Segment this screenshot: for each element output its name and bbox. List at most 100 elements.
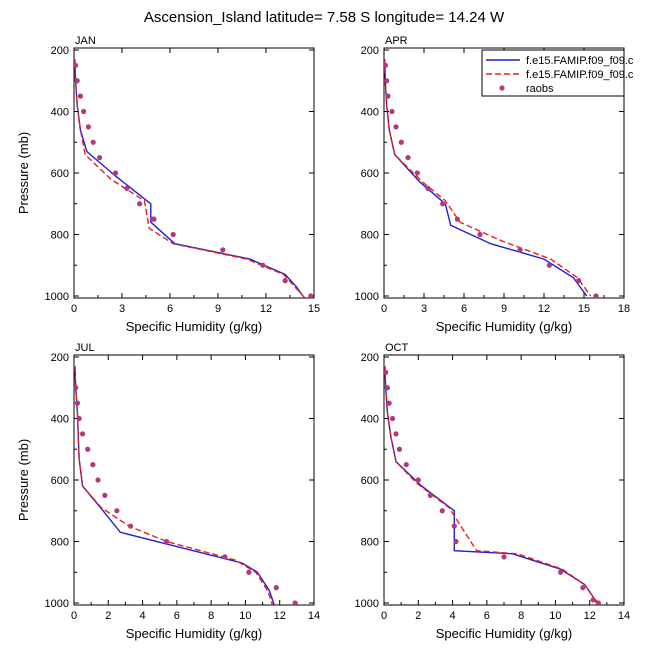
y-tick-label: 200 [51,45,69,57]
obs-point [114,508,120,514]
x-tick-label: 18 [618,303,630,315]
y-tick-label: 800 [51,230,69,242]
obs-point [113,170,119,176]
series-group [384,366,601,605]
obs-point [454,216,460,222]
chart-panel-oct: OCT 0 2 4 6 8 10 12 14 200 400 600 800 1000 Specific H… [355,342,631,641]
x-tick-label: 3 [119,303,125,315]
x-tick-label: 8 [518,610,524,622]
legend-label: raobs [526,83,554,95]
model1-line [74,366,275,605]
x-tick-label: 14 [308,610,320,622]
x-tick-label: 15 [308,303,320,315]
obs-point [85,124,91,130]
obs-point [81,108,87,115]
obs-point [308,293,314,298]
obs-point [273,585,279,591]
y-tick-label: 400 [51,107,69,119]
legend-label: f.e15.FAMIP.f09_f09.c [526,69,634,81]
obs-point [137,201,143,207]
y-tick-label: 200 [51,352,69,364]
obs-point [384,385,391,391]
x-tick-label: 6 [167,303,173,315]
y-axis-title: Pressure (mb) [16,132,31,214]
x-tick-label: 0 [71,610,77,622]
obs-point [90,462,96,468]
x-tick-label: 0 [381,303,387,315]
obs-point [74,400,81,406]
obs-point [517,247,523,253]
obs-point [76,415,82,422]
panel-label: APR [385,35,408,47]
model2-line [74,59,306,298]
obs-point [385,93,391,99]
x-tick-label: 12 [538,303,550,315]
obs-point [439,508,445,514]
y-tick-label: 200 [361,45,379,57]
figure-title: Ascension_Island latitude= 7.58 S longit… [144,9,505,26]
obs-point [557,569,564,575]
y-tick-label: 800 [361,537,379,549]
obs-point [427,492,433,498]
series-group [384,59,599,298]
model2-line [384,366,599,604]
obs-point [102,492,108,498]
obs-point [593,293,599,298]
obs-point [85,446,91,452]
x-tick-label: 10 [549,610,561,622]
obs-point [393,431,399,437]
obs-point [451,523,457,529]
panel-label: OCT [385,342,409,354]
x-tick-label: 4 [450,610,456,622]
y-tick-label: 1000 [355,291,379,303]
model2-line [74,366,274,605]
x-tick-label: 10 [239,610,251,622]
x-tick-label: 6 [484,610,490,622]
y-tick-label: 600 [361,475,379,487]
obs-point [389,415,396,422]
obs-point [425,185,431,191]
y-tick-label: 600 [361,168,379,180]
obs-point [127,523,134,529]
chart-panel-jan: JAN 0 3 6 9 12 15 200 400 600 800 1000 Specific Humi… [16,35,320,334]
obs-point [440,201,446,207]
obs-point [389,108,395,115]
chart-panel-apr: APR 0 3 6 9 12 15 18 200 400 600 800 1000 Specific Hu… [355,35,634,334]
x-tick-label: 9 [501,303,507,315]
obs-point [222,554,228,560]
y-tick-label: 200 [361,352,379,364]
x-tick-label: 6 [461,303,467,315]
obs-point [90,139,96,145]
x-tick-label: 3 [421,303,427,315]
obs-point [77,93,83,99]
y-tick-label: 1000 [355,598,379,610]
x-tick-label: 8 [208,610,214,622]
obs-point [79,431,86,437]
obs-point [393,124,399,130]
y-axis-title: Pressure (mb) [16,439,31,521]
obs-point [95,477,101,483]
x-tick-label: 2 [105,610,111,622]
model1-line [384,366,598,604]
obs-point [74,62,79,68]
x-tick-label: 0 [381,610,387,622]
y-tick-label: 600 [51,475,69,487]
panel-label: JUL [75,342,95,354]
x-tick-label: 14 [618,610,630,622]
x-tick-label: 4 [140,610,146,622]
x-tick-label: 12 [274,610,286,622]
y-tick-label: 800 [361,230,379,242]
obs-point [590,597,596,603]
obs-point [580,585,586,591]
obs-point [97,155,103,161]
obs-point [414,170,420,176]
y-tick-label: 1000 [45,598,69,610]
obs-point [282,278,288,284]
obs-point [546,262,552,268]
y-tick-label: 600 [51,168,69,180]
obs-point [163,538,170,545]
panel-label: JAN [75,35,96,47]
obs-point [453,538,459,545]
obs-point [149,216,155,222]
